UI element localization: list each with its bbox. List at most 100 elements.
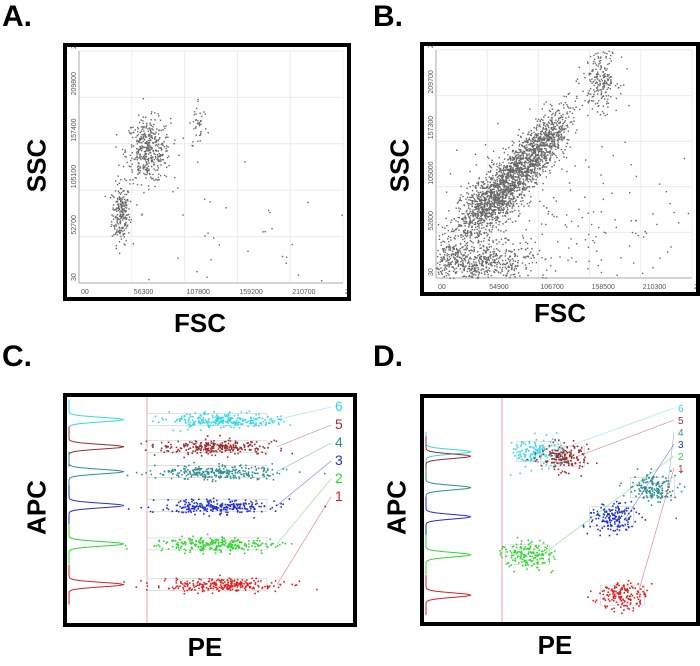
data-point — [445, 268, 448, 270]
data-point — [460, 253, 463, 255]
data-point — [539, 132, 542, 135]
data-point — [536, 253, 539, 255]
data-point — [145, 168, 148, 170]
data-point — [480, 196, 482, 198]
data-point — [187, 469, 189, 471]
data-point — [534, 137, 536, 139]
data-point — [520, 168, 523, 170]
data-point — [204, 447, 207, 450]
data-point — [493, 259, 496, 261]
data-point — [244, 499, 247, 501]
data-point — [455, 207, 457, 209]
data-point — [543, 163, 546, 166]
data-point — [448, 244, 450, 246]
data-point — [481, 199, 483, 202]
data-point — [535, 129, 538, 131]
data-point — [214, 450, 217, 452]
data-point — [488, 243, 490, 246]
data-point — [588, 74, 590, 76]
data-point — [196, 107, 198, 110]
data-point — [535, 126, 538, 128]
data-point — [476, 232, 479, 235]
data-point — [151, 147, 153, 149]
data-point — [440, 256, 443, 259]
data-point — [227, 439, 230, 442]
data-point — [492, 150, 495, 153]
data-point — [512, 197, 515, 199]
data-point — [188, 423, 190, 425]
data-point — [128, 213, 130, 216]
data-point — [117, 207, 119, 210]
data-point — [436, 255, 439, 258]
data-point — [258, 416, 260, 419]
data-point — [493, 260, 496, 262]
data-point — [204, 113, 207, 115]
data-point — [455, 267, 457, 270]
data-point — [614, 219, 616, 221]
data-point — [208, 544, 211, 547]
data-point — [609, 54, 612, 57]
data-point — [558, 109, 560, 112]
data-point — [114, 209, 116, 211]
data-point — [232, 446, 235, 449]
data-point — [190, 474, 193, 477]
panel-letter-a: A. — [2, 0, 32, 33]
data-point — [119, 201, 122, 203]
data-point — [176, 418, 179, 421]
data-point — [518, 151, 521, 154]
data-point — [436, 267, 438, 269]
data-point — [526, 247, 529, 250]
data-point — [196, 449, 198, 451]
data-point — [509, 263, 512, 265]
data-point — [525, 228, 527, 231]
data-point — [134, 129, 136, 131]
data-point — [456, 256, 458, 258]
x-axis-title-d: PE — [537, 630, 573, 660]
data-point — [227, 419, 230, 422]
data-point — [232, 449, 234, 452]
data-point — [466, 256, 468, 258]
data-point — [507, 266, 509, 268]
data-point — [257, 467, 260, 470]
data-point — [449, 245, 451, 248]
data-point — [506, 212, 509, 214]
data-point — [562, 136, 564, 138]
data-point — [673, 211, 675, 214]
data-point — [129, 179, 131, 181]
data-point — [444, 251, 447, 254]
data-point — [525, 149, 528, 151]
data-point — [524, 256, 526, 258]
data-point — [547, 213, 549, 215]
data-point — [478, 200, 481, 202]
data-point — [534, 241, 537, 244]
data-point — [131, 171, 134, 173]
data-point — [530, 140, 532, 142]
data-point — [192, 121, 195, 123]
data-point — [439, 263, 441, 266]
data-point — [148, 141, 151, 144]
data-point — [496, 178, 498, 181]
data-point — [145, 116, 147, 118]
data-point — [204, 444, 206, 446]
data-point — [503, 201, 506, 203]
data-point — [280, 502, 282, 505]
data-point — [478, 230, 480, 232]
data-point — [170, 446, 173, 448]
data-point — [483, 257, 485, 259]
data-point — [568, 107, 570, 109]
data-point — [491, 211, 494, 213]
data-point — [211, 510, 214, 512]
data-point — [561, 168, 563, 170]
data-point — [267, 422, 270, 424]
data-point — [143, 138, 145, 140]
data-point — [541, 141, 544, 144]
data-point — [469, 199, 472, 202]
data-point — [119, 221, 122, 223]
data-point — [562, 151, 564, 153]
data-point — [501, 176, 504, 178]
data-point — [495, 254, 497, 256]
data-point — [150, 159, 153, 161]
data-point — [466, 201, 468, 204]
data-point — [114, 216, 116, 218]
data-point — [487, 201, 489, 203]
